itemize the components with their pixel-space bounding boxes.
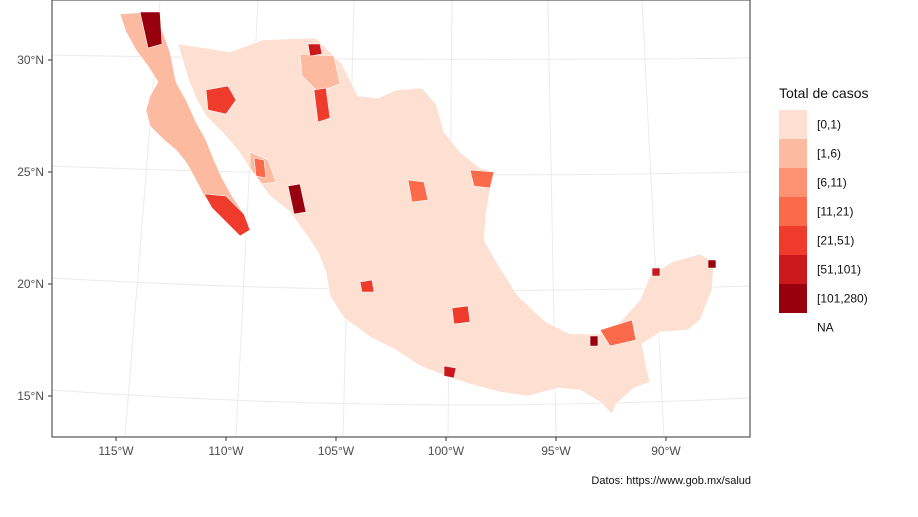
chihuahua-city xyxy=(313,87,331,123)
lon-tick-label: 95°W xyxy=(541,444,571,458)
sinaloa-coast xyxy=(287,183,307,215)
tabasco-area xyxy=(599,319,637,347)
legend-label: [21,51) xyxy=(817,234,854,248)
x-axis: 115°W 110°W 105°W 100°W 95°W 90°W xyxy=(98,437,681,458)
legend-label: [101,280) xyxy=(817,292,868,306)
la-paz-cabo-area xyxy=(203,193,251,237)
y-axis: 30°N 25°N 20°N 15°N xyxy=(17,53,52,403)
lat-tick-label: 20°N xyxy=(17,277,44,291)
legend-swatch xyxy=(779,139,807,168)
tamaulipas-coast xyxy=(469,169,495,189)
acapulco-area xyxy=(443,365,457,379)
legend-label: [1,6) xyxy=(817,147,841,161)
lat-tick-label: 30°N xyxy=(17,53,44,67)
legend-swatch xyxy=(779,284,807,313)
lon-tick-label: 110°W xyxy=(208,444,244,458)
legend-swatch xyxy=(779,255,807,284)
lon-tick-label: 100°W xyxy=(428,444,465,458)
legend-swatch xyxy=(779,168,807,197)
legend-title: Total de casos xyxy=(779,85,869,101)
lon-tick-label: 105°W xyxy=(318,444,355,458)
lon-tick-label: 90°W xyxy=(651,444,681,458)
lat-tick-label: 15°N xyxy=(17,389,44,403)
lon-tick-label: 115°W xyxy=(98,444,134,458)
legend-label: [6,11) xyxy=(817,176,847,190)
legend-swatch xyxy=(779,197,807,226)
monterrey-area xyxy=(407,179,429,203)
chihuahua-north xyxy=(299,53,341,93)
map-panel xyxy=(51,0,751,438)
cdmx-area xyxy=(451,305,471,325)
legend: Total de casos [0,1) [1,6) [6,11) [11,21) [2… xyxy=(779,85,869,335)
mainland-region xyxy=(177,37,715,415)
mexicali-tijuana xyxy=(139,11,163,49)
legend-label: [0,1) xyxy=(817,118,841,132)
yucatan-tip xyxy=(707,259,717,269)
lat-tick-label: 25°N xyxy=(17,165,44,179)
source-caption: Datos: https://www.gob.mx/salud xyxy=(591,475,751,487)
mexico-municipalities xyxy=(119,11,717,415)
legend-swatch xyxy=(779,110,807,139)
hermosillo-area xyxy=(205,85,237,115)
legend-label: [11,21) xyxy=(817,205,853,219)
legend-na-label: NA xyxy=(817,321,834,335)
juarez-area xyxy=(307,43,323,57)
sonora-south-coast xyxy=(253,157,267,179)
guadalajara-area xyxy=(359,279,375,293)
campeche-area xyxy=(651,267,661,277)
legend-swatch xyxy=(779,226,807,255)
panel-border xyxy=(51,0,751,438)
legend-label: [51,101) xyxy=(817,263,861,277)
villahermosa xyxy=(589,335,599,347)
